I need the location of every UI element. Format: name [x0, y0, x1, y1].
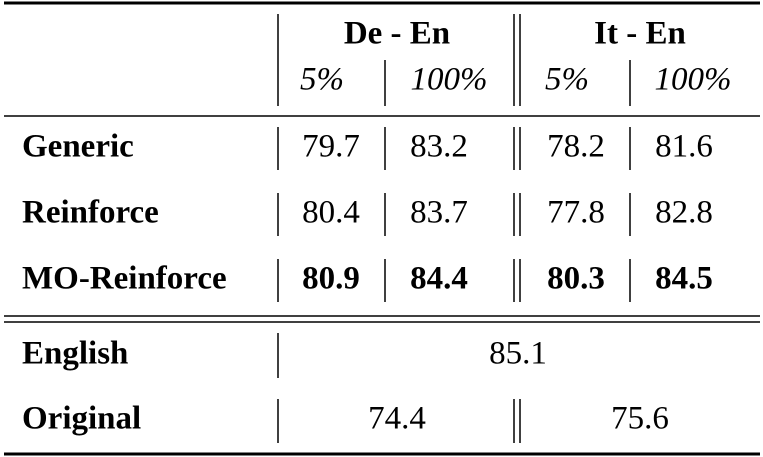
- subcolumn-header: 5%: [300, 62, 344, 98]
- subcolumn-header: 5%: [545, 62, 589, 98]
- cell: 75.6: [611, 401, 669, 437]
- cell: 81.6: [655, 129, 713, 165]
- group-header: De - En: [344, 16, 450, 52]
- row-label: Original: [22, 401, 141, 437]
- row-separators: [277, 127, 631, 443]
- row-label: MO-Reinforce: [22, 261, 227, 297]
- cell: 83.7: [410, 195, 468, 231]
- cell: 85.1: [489, 336, 547, 372]
- cell: 83.2: [410, 129, 468, 165]
- cell: 84.5: [655, 261, 713, 297]
- cell: 77.8: [547, 195, 605, 231]
- cell: 80.4: [302, 195, 360, 231]
- subcolumn-header: 100%: [411, 62, 488, 98]
- cell: 74.4: [368, 401, 426, 437]
- row-label: Generic: [22, 129, 134, 165]
- row-label: Reinforce: [22, 195, 159, 231]
- cell: 82.8: [655, 195, 713, 231]
- cell: 80.9: [302, 261, 360, 297]
- group-header: It - En: [594, 16, 686, 52]
- cell: 79.7: [302, 129, 360, 165]
- cell: 80.3: [547, 261, 605, 297]
- row-label: English: [22, 336, 128, 372]
- subcolumn-header: 100%: [655, 62, 732, 98]
- cell: 78.2: [547, 129, 605, 165]
- cell: 84.4: [410, 261, 468, 297]
